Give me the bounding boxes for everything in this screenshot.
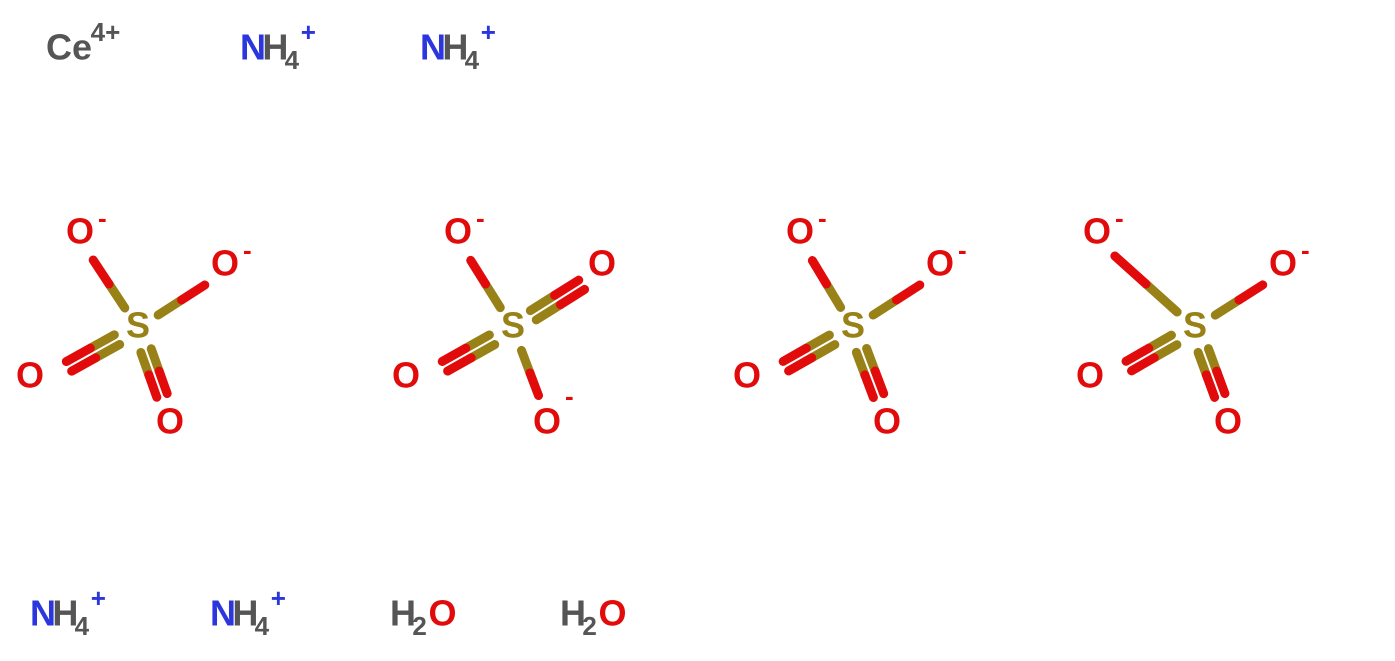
nh4-4: NH4+ <box>210 583 286 641</box>
so4-4-O_dr-O: O <box>1214 401 1242 442</box>
so4-3-S: S <box>841 305 865 346</box>
svg-text:2: 2 <box>412 611 426 641</box>
nh4-1: NH4+ <box>240 17 316 75</box>
so4-4-O_ul-O: O <box>1083 211 1111 252</box>
so4-4-O_ur-O: O <box>1269 243 1297 284</box>
svg-text:4: 4 <box>255 611 270 641</box>
so4-1-O_dr-O: O <box>156 401 184 442</box>
bond <box>521 350 538 395</box>
svg-text:+: + <box>301 17 316 47</box>
so4-3-O_ur-O: O <box>926 243 954 284</box>
so4-1-O_ur-O: O <box>211 243 239 284</box>
so4-2-O_dr-O: O <box>533 401 561 442</box>
so4-3-O_ur-charge: - <box>958 235 967 265</box>
so4-4-O_ur-charge: - <box>1301 235 1310 265</box>
svg-text:O: O <box>428 593 456 634</box>
chemical-structure-diagram: SO-O-OOSO-OOO-SO-O-OOSO-O-OOCe4+NH4+NH4+… <box>0 0 1395 661</box>
bond <box>141 349 167 397</box>
bond <box>471 260 501 307</box>
bond <box>1198 349 1225 398</box>
so4-1-S: S <box>126 305 150 346</box>
so4-2-O_ul-O: O <box>444 211 472 252</box>
so4-1-O_ul-charge: - <box>98 203 107 233</box>
svg-text:4: 4 <box>285 45 300 75</box>
bond <box>530 280 584 320</box>
so4-2-O_ul-charge: - <box>476 203 485 233</box>
so4-1-O_ul-O: O <box>66 211 94 252</box>
so4-2-O_ur-O: O <box>588 243 616 284</box>
svg-text:2: 2 <box>582 611 596 641</box>
ce4: Ce4+ <box>46 17 120 68</box>
so4-2-S: S <box>501 305 525 346</box>
bond <box>812 261 840 308</box>
so4-2-O_dr-charge: - <box>565 381 574 411</box>
bond <box>783 335 835 371</box>
svg-text:Ce: Ce <box>46 27 92 68</box>
svg-text:4: 4 <box>465 45 480 75</box>
svg-text:4+: 4+ <box>91 17 121 47</box>
bond <box>1215 285 1263 315</box>
bond <box>856 349 883 398</box>
h2o-1: H2O <box>390 593 456 641</box>
bond <box>442 335 495 371</box>
so4-3-O_ul-charge: - <box>818 203 827 233</box>
so4-3-O_dr-O: O <box>873 401 901 442</box>
so4-3-O_ul-O: O <box>786 211 814 252</box>
bond <box>873 285 920 315</box>
svg-text:O: O <box>598 593 626 634</box>
so4-4-S: S <box>1183 305 1207 346</box>
svg-text:+: + <box>271 583 286 613</box>
nh4-3: NH4+ <box>30 583 106 641</box>
bond <box>93 260 125 308</box>
svg-text:+: + <box>481 17 496 47</box>
bond <box>1126 335 1177 371</box>
h2o-2: H2O <box>560 593 626 641</box>
bond <box>158 285 205 315</box>
nh4-2: NH4+ <box>420 17 496 75</box>
so4-2-O_dl-O: O <box>392 355 420 396</box>
so4-3-O_dl-O: O <box>733 355 761 396</box>
svg-text:+: + <box>91 583 106 613</box>
so4-4-O_ul-charge: - <box>1115 203 1124 233</box>
so4-4-O_dl-O: O <box>1076 355 1104 396</box>
bond <box>1115 256 1177 312</box>
so4-1-O_ur-charge: - <box>243 235 252 265</box>
bond <box>66 335 119 371</box>
so4-1-O_dl-O: O <box>16 355 44 396</box>
svg-text:4: 4 <box>75 611 90 641</box>
